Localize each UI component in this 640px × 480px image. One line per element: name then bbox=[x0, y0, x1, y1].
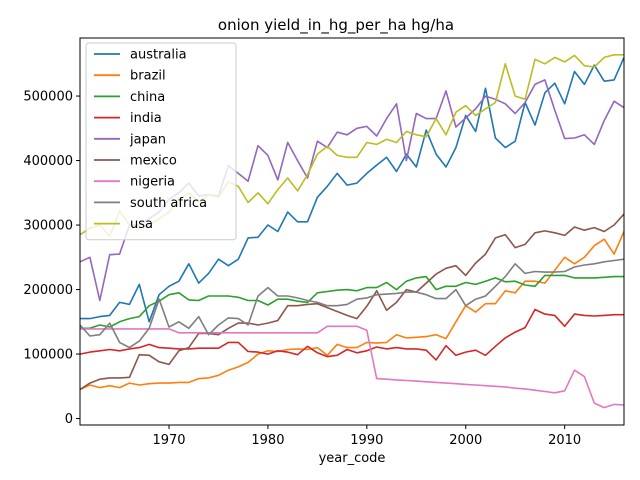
x-axis-label: year_code bbox=[319, 451, 386, 466]
legend-label: south africa bbox=[130, 196, 207, 211]
y-tick-label: 200000 bbox=[23, 283, 73, 298]
legend-label: brazil bbox=[130, 69, 166, 84]
series-line-india bbox=[79, 308, 624, 361]
ticks-layer: 1970 1980 1990 2000 2010 0 100000 200000 300000 4… bbox=[23, 90, 581, 448]
legend-label: usa bbox=[130, 217, 153, 232]
y-tick-label: 400000 bbox=[23, 154, 73, 169]
y-tick-label: 300000 bbox=[23, 219, 73, 234]
series-line-nigeria bbox=[80, 325, 625, 409]
x-tick-label: 2000 bbox=[449, 433, 482, 448]
plot-frame bbox=[79, 37, 625, 426]
series-line-south-africa bbox=[79, 258, 625, 349]
legend-label: australia bbox=[130, 48, 187, 63]
x-tick-label: 1990 bbox=[350, 433, 383, 448]
y-tick-label: 500000 bbox=[23, 90, 73, 105]
legend: australia brazil china india japan mexico nige… bbox=[85, 42, 237, 241]
x-tick-label: 1970 bbox=[152, 433, 185, 448]
legend-label: mexico bbox=[130, 154, 177, 169]
legend-label: nigeria bbox=[130, 175, 175, 190]
series-line-australia bbox=[80, 57, 625, 323]
y-tick-label: 100000 bbox=[23, 348, 73, 363]
series-line-brazil bbox=[79, 231, 625, 391]
chart-title: onion yield_in_hg_per_ha hg/ha bbox=[218, 16, 454, 35]
x-tick-label: 2010 bbox=[548, 433, 581, 448]
series-line-mexico bbox=[79, 213, 625, 391]
legend-label: china bbox=[130, 90, 165, 105]
x-tick-label: 1980 bbox=[251, 433, 284, 448]
legend-box bbox=[85, 42, 237, 241]
series-line-china bbox=[80, 274, 624, 330]
legend-label: japan bbox=[129, 132, 166, 147]
y-tick-label: 0 bbox=[65, 412, 73, 427]
legend-label: india bbox=[130, 111, 162, 126]
